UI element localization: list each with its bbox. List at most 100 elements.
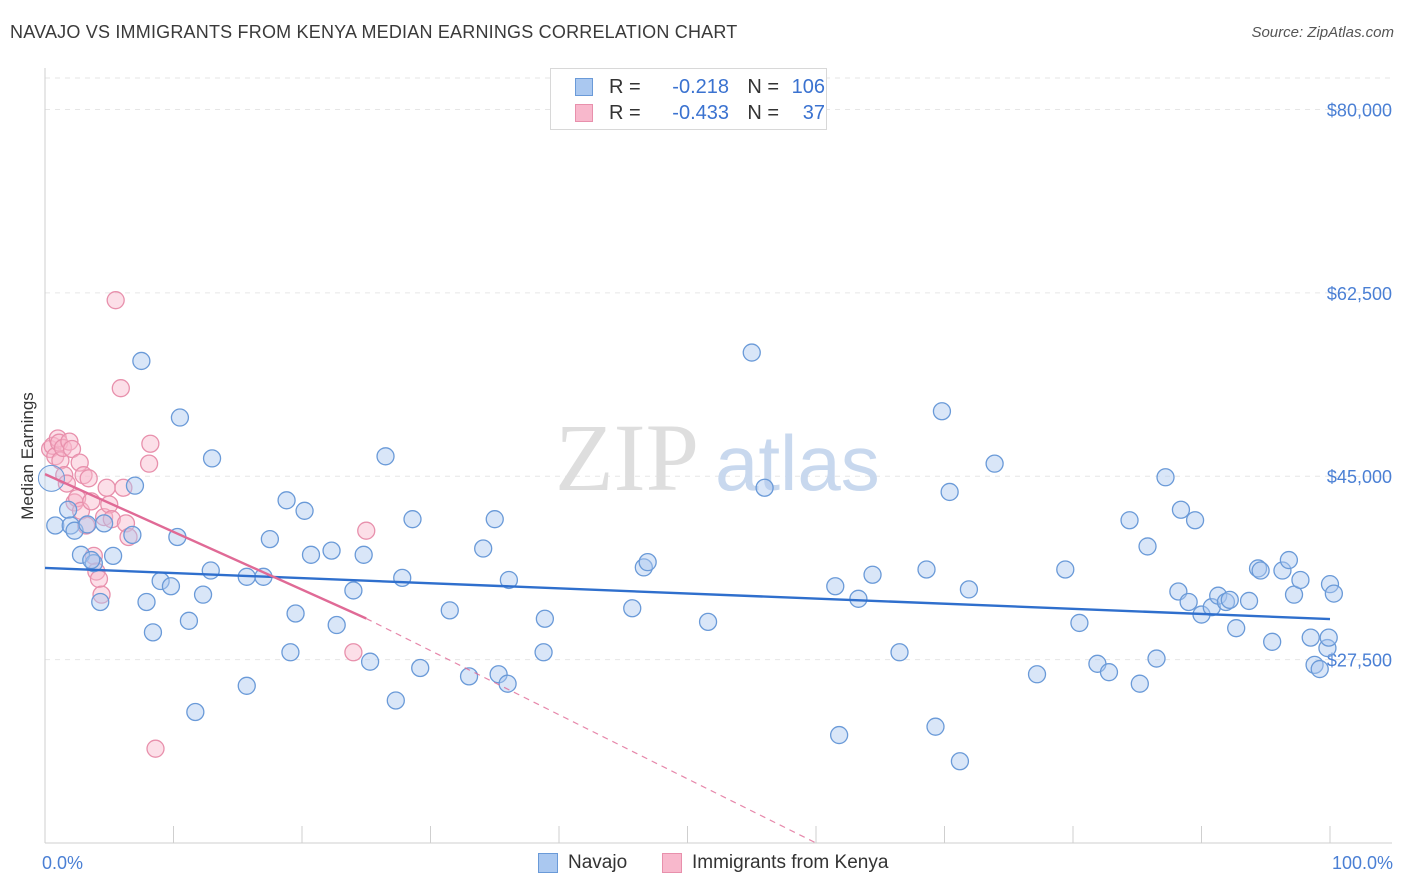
navajo-point: [534, 643, 553, 662]
navajo-point: [1301, 628, 1320, 647]
navajo-point: [125, 476, 145, 495]
navajo-point: [286, 604, 305, 623]
navajo-point: [1227, 619, 1246, 638]
navajo-point: [950, 752, 970, 771]
navajo-point: [985, 454, 1004, 473]
series-legend-kenya[interactable]: Immigrants from Kenya: [662, 852, 888, 874]
kenya-point: [74, 466, 93, 485]
navajo-point: [1099, 663, 1119, 682]
kenya-point: [146, 739, 165, 758]
legend-n-label: N =: [747, 75, 779, 98]
navajo-point: [1320, 575, 1340, 594]
y-tick-label: $45,000: [1327, 467, 1392, 487]
legend-r-label: R =: [609, 101, 641, 124]
series-legend-navajo[interactable]: Navajo: [538, 852, 627, 874]
x-tick-label-max: 100.0%: [1332, 853, 1393, 873]
kenya-point: [97, 478, 116, 497]
kenya-point: [60, 432, 79, 451]
kenya-point: [111, 379, 130, 398]
navajo-point: [58, 500, 78, 519]
y-tick-label: $80,000: [1327, 100, 1392, 120]
source-credit: Source: ZipAtlas.com: [1251, 24, 1394, 41]
series-swatch-navajo: [538, 853, 558, 873]
navajo-point: [1220, 590, 1239, 610]
navajo-point: [1263, 632, 1282, 651]
legend-row-kenya: R = -0.433 N = 37: [575, 101, 825, 125]
navajo-point: [863, 565, 882, 584]
navajo-point: [71, 545, 91, 564]
navajo-point: [403, 510, 422, 529]
series-legend: Navajo Immigrants from Kenya: [0, 852, 1406, 878]
navajo-point: [499, 570, 519, 590]
navajo-point: [1310, 659, 1329, 679]
y-tick-label: $27,500: [1327, 651, 1392, 671]
chart-title: NAVAJO VS IMMIGRANTS FROM KENYA MEDIAN E…: [10, 22, 738, 42]
watermark-atlas: atlas: [715, 419, 880, 507]
watermark: ZIP atlas: [555, 404, 880, 511]
navajo-point: [393, 568, 412, 588]
navajo-point: [932, 402, 952, 421]
navajo-point: [1171, 500, 1191, 519]
kenya-point: [89, 569, 109, 589]
navajo-point: [1291, 570, 1310, 590]
navajo-point: [1056, 560, 1075, 579]
navajo-point: [237, 676, 256, 695]
navajo-point: [474, 539, 493, 558]
navajo-point: [411, 658, 430, 678]
kenya-point: [114, 478, 133, 497]
kenya-trend-line: [44, 473, 367, 620]
navajo-point: [94, 514, 114, 533]
kenya-point: [62, 439, 82, 459]
kenya-point: [76, 516, 96, 535]
y-tick-labels: $27,500 $45,000 $62,500 $80,000: [1327, 100, 1392, 670]
kenya-point: [357, 521, 376, 540]
navajo-point: [376, 447, 395, 466]
navajo-point: [1147, 649, 1166, 668]
legend-n-value: 37: [802, 101, 825, 124]
navajo-point: [132, 351, 151, 371]
legend-n-label: N =: [747, 101, 779, 124]
kenya-trend-extension: [365, 617, 817, 844]
navajo-point: [1138, 537, 1157, 556]
legend-r-label: R =: [609, 75, 641, 98]
navajo-point: [179, 611, 199, 630]
navajo-point: [91, 592, 110, 612]
navajo-point: [1248, 559, 1268, 578]
navajo-point: [926, 717, 945, 736]
navajo-point: [826, 577, 845, 596]
navajo-point: [849, 589, 868, 608]
navajo-point: [360, 652, 380, 671]
navajo-point: [295, 501, 314, 520]
navajo-point: [498, 674, 517, 693]
kenya-point: [139, 454, 159, 473]
navajo-point: [322, 541, 341, 560]
navajo-point: [755, 478, 774, 497]
navajo-point: [917, 560, 936, 579]
navajo-point: [354, 545, 373, 564]
navajo-point: [260, 529, 280, 549]
x-tick-labels: 0.0% 100.0%: [42, 853, 1393, 873]
navajo-point: [386, 691, 405, 710]
navajo-point: [1027, 665, 1047, 684]
navajo-point: [638, 553, 657, 572]
legend-swatch-kenya: [575, 104, 593, 122]
navajo-point: [1273, 561, 1292, 580]
navajo-point: [623, 599, 642, 618]
navajo-point: [82, 550, 101, 570]
navajo-point: [46, 516, 65, 535]
navajo-point: [1120, 511, 1139, 530]
navajo-point: [440, 601, 459, 620]
watermark-zip: ZIP: [555, 404, 699, 511]
y-axis-label: Median Earnings: [18, 392, 37, 520]
navajo-point: [143, 623, 163, 642]
navajo-point: [201, 561, 220, 580]
kenya-point: [79, 469, 98, 488]
navajo-point: [1185, 511, 1205, 530]
navajo-point: [202, 449, 222, 468]
navajo-point: [1319, 628, 1338, 647]
kenya-series: [40, 291, 376, 758]
trend-lines: [44, 473, 1331, 844]
navajo-point: [137, 592, 156, 612]
navajo-point: [1179, 592, 1198, 612]
